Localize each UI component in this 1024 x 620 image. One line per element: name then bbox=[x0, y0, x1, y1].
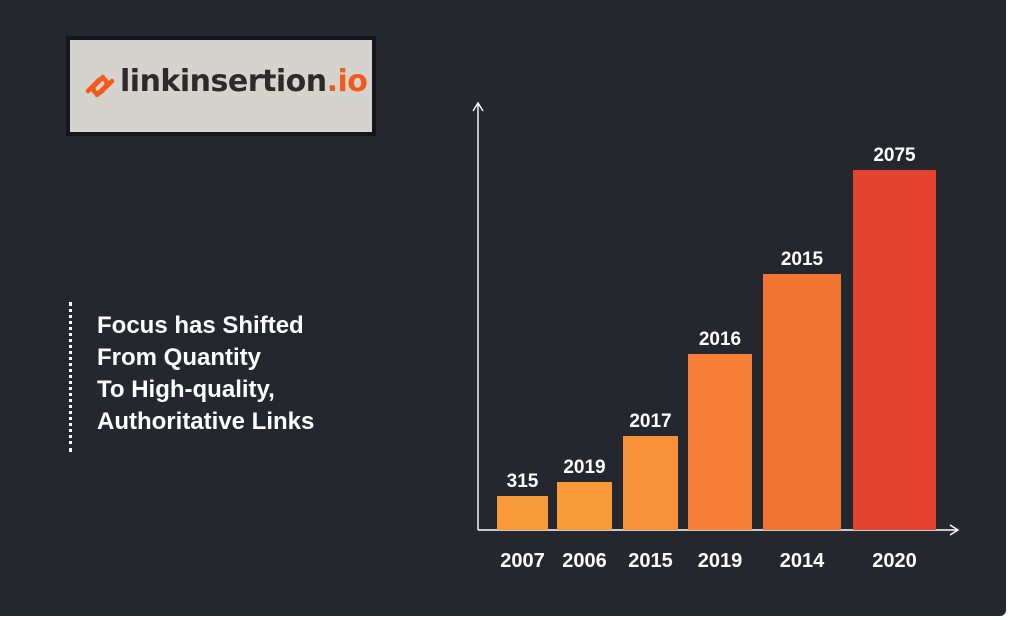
headline-line-4: Authoritative Links bbox=[97, 408, 315, 435]
x-tick-label-2015: 2015 bbox=[628, 550, 673, 572]
bar-value-label-2007: 315 bbox=[507, 471, 539, 492]
bar-value-label-2014: 2015 bbox=[781, 249, 824, 270]
brand-name: linkinsertion bbox=[120, 64, 327, 99]
bar-value-label-2019: 2016 bbox=[699, 329, 741, 350]
x-axis-arrow bbox=[949, 524, 960, 536]
headline-line-3: To High-quality, bbox=[97, 376, 275, 403]
bar-chart: 315 2007 2019 2006 2017 2015 2016 2019 2015 2014 2… bbox=[472, 101, 960, 572]
bar-2015 bbox=[623, 436, 678, 530]
bar-value-label-2020: 2075 bbox=[873, 145, 916, 166]
bar-2019 bbox=[688, 354, 752, 530]
x-tick-label-2019: 2019 bbox=[698, 550, 743, 572]
dotted-divider bbox=[69, 302, 72, 452]
y-axis-arrow bbox=[472, 101, 484, 112]
bar-2007 bbox=[497, 496, 548, 530]
x-tick-label-2006: 2006 bbox=[562, 550, 607, 572]
logo: linkinsertion.io bbox=[70, 40, 372, 132]
logo-frame: linkinsertion.io bbox=[66, 36, 376, 136]
brand-suffix: .io bbox=[326, 64, 368, 99]
x-tick-label-2020: 2020 bbox=[872, 550, 917, 572]
bar-value-label-2006: 2019 bbox=[563, 457, 605, 478]
bar-2006 bbox=[557, 482, 612, 530]
brand-wordmark: linkinsertion.io bbox=[120, 62, 368, 102]
chain-link-icon bbox=[85, 74, 115, 98]
x-tick-label-2007: 2007 bbox=[500, 550, 545, 572]
headline-line-1: Focus has Shifted bbox=[97, 312, 304, 339]
chart-card: linkinsertion.io Focus has Shifted From … bbox=[0, 0, 1006, 616]
headline-line-2: From Quantity bbox=[97, 344, 262, 371]
headline: Focus has Shifted From Quantity To High-… bbox=[97, 310, 397, 438]
bar-value-label-2015: 2017 bbox=[629, 411, 671, 432]
bar-2014 bbox=[763, 274, 841, 530]
bar-2020 bbox=[853, 170, 936, 530]
x-tick-label-2014: 2014 bbox=[780, 550, 825, 572]
bar-series: 315 2007 2019 2006 2017 2015 2016 2019 2015 2014 2… bbox=[497, 145, 936, 572]
